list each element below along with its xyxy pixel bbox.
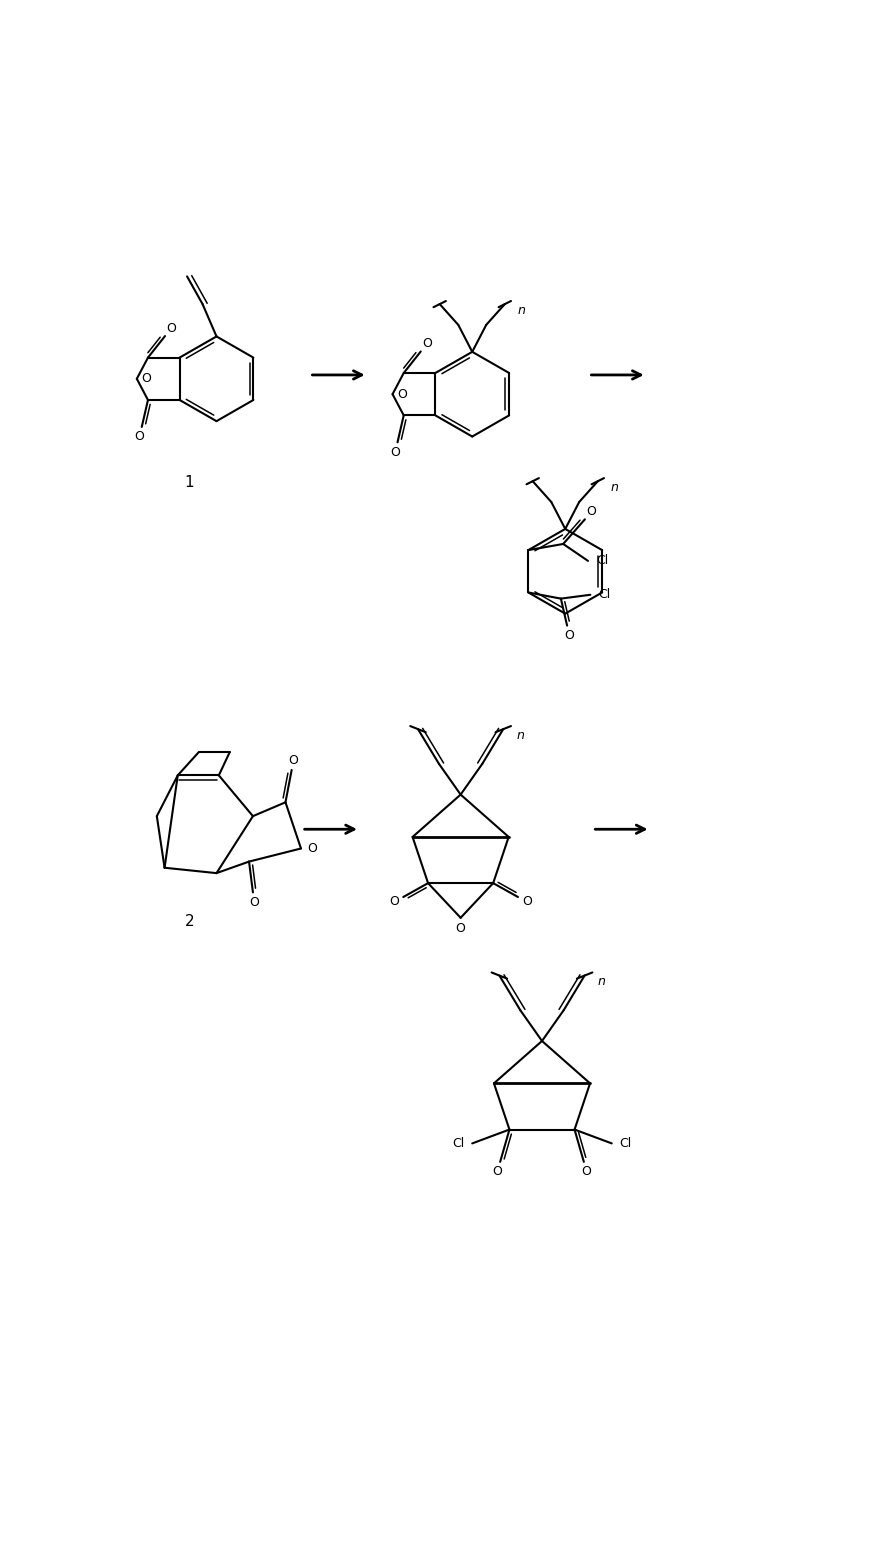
Text: O: O (586, 506, 595, 518)
Text: O: O (521, 895, 531, 909)
Text: O: O (390, 445, 400, 459)
Text: 1: 1 (184, 475, 194, 490)
Text: O: O (396, 388, 407, 400)
Text: O: O (422, 337, 432, 349)
Text: O: O (307, 843, 316, 855)
Text: O: O (288, 753, 299, 767)
Text: O: O (249, 895, 259, 909)
Text: n: n (597, 976, 605, 988)
Text: Cl: Cl (597, 589, 610, 601)
Text: n: n (516, 728, 524, 742)
Text: O: O (564, 629, 574, 642)
Text: O: O (455, 921, 465, 935)
Text: O: O (134, 430, 144, 444)
Text: n: n (518, 303, 525, 317)
Text: Cl: Cl (451, 1136, 464, 1150)
Text: O: O (141, 373, 151, 385)
Text: Cl: Cl (619, 1136, 631, 1150)
Text: Cl: Cl (595, 555, 607, 567)
Text: O: O (492, 1166, 502, 1178)
Text: 2: 2 (184, 914, 194, 929)
Text: O: O (166, 322, 176, 334)
Text: O: O (581, 1166, 591, 1178)
Text: O: O (389, 895, 399, 909)
Text: n: n (611, 481, 618, 493)
